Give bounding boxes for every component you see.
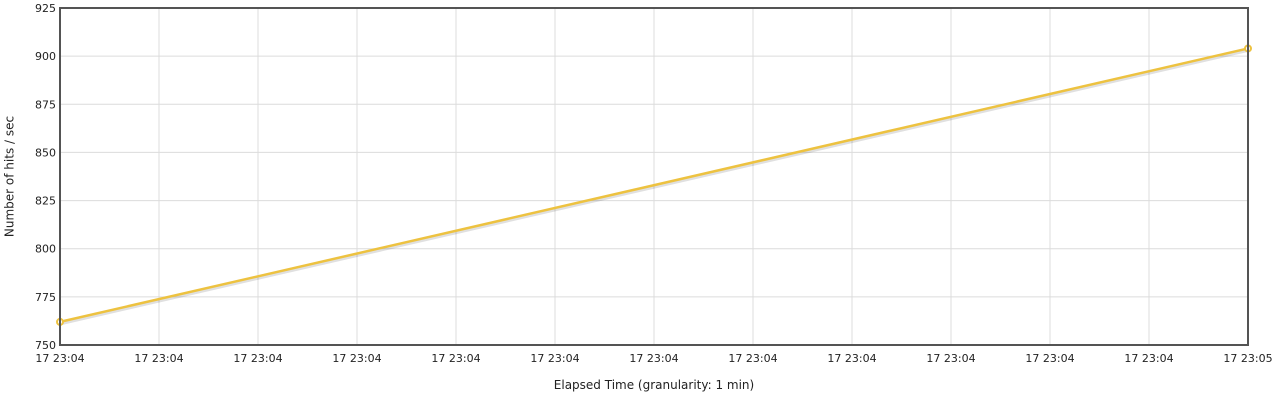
y-tick-label: 925 — [35, 2, 56, 15]
y-tick-label: 850 — [35, 146, 56, 159]
x-tick-label: 17 23:04 — [530, 352, 579, 365]
y-tick-label: 775 — [35, 291, 56, 304]
x-tick-label: 17 23:04 — [926, 352, 975, 365]
y-tick-label: 825 — [35, 195, 56, 208]
series-line-shadow — [59, 48, 1249, 326]
y-axis-ticks: 750 775 800 825 850 875 900 925 — [35, 2, 56, 352]
x-tick-label: 17 23:04 — [1025, 352, 1074, 365]
x-axis-ticks: 17 23:04 17 23:04 17 23:04 17 23:04 17 23:04… — [35, 352, 1272, 365]
x-axis-label: Elapsed Time (granularity: 1 min) — [554, 378, 754, 392]
x-tick-label: 17 23:04 — [1124, 352, 1173, 365]
series-line — [59, 47, 1249, 324]
y-tick-label: 800 — [35, 243, 56, 256]
x-tick-label: 17 23:04 — [827, 352, 876, 365]
plot-frame — [59, 7, 1249, 346]
x-tick-label: 17 23:04 — [332, 352, 381, 365]
y-tick-label: 900 — [35, 50, 56, 63]
grid — [59, 7, 1249, 346]
x-tick-label: 17 23:04 — [233, 352, 282, 365]
x-tick-label: 17 23:04 — [431, 352, 480, 365]
x-tick-label: 17 23:04 — [134, 352, 183, 365]
x-tick-label: 17 23:05 — [1223, 352, 1272, 365]
x-tick-label: 17 23:04 — [629, 352, 678, 365]
x-tick-label: 17 23:04 — [728, 352, 777, 365]
y-axis-label: Number of hits / sec — [3, 116, 17, 237]
y-tick-label: 750 — [35, 339, 56, 352]
y-tick-label: 875 — [35, 98, 56, 111]
x-tick-label: 17 23:04 — [35, 352, 84, 365]
